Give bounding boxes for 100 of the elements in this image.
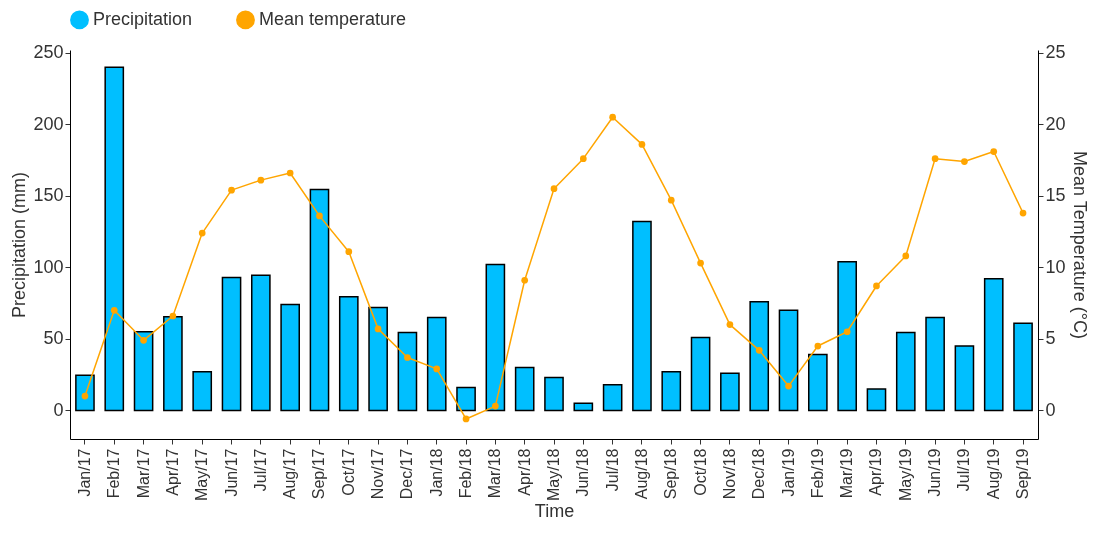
- point: [931, 155, 939, 163]
- y-tick-label: 50: [43, 328, 64, 349]
- x-tick-label: Mar/19: [838, 448, 856, 499]
- legend-label: Mean temperature: [259, 8, 407, 29]
- bar: [309, 188, 330, 412]
- bar: [221, 276, 242, 412]
- point: [961, 158, 968, 165]
- x-tick-label: Dec/18: [750, 448, 768, 500]
- bar: [163, 315, 183, 412]
- bar: [251, 274, 271, 412]
- y2-axis-title: Mean Temperature (°C): [1069, 151, 1090, 339]
- bar: [690, 336, 711, 412]
- legend-label: Precipitation: [93, 8, 193, 29]
- x-tick-label: Jan/17: [75, 448, 93, 497]
- bar: [456, 386, 476, 412]
- x-tick-label: Feb/17: [105, 448, 123, 499]
- point: [638, 141, 646, 148]
- y-tick-label: 100: [33, 256, 64, 277]
- bar: [280, 303, 300, 412]
- point: [169, 312, 177, 320]
- point: [228, 186, 235, 194]
- point: [550, 185, 558, 193]
- x-tick-label: Aug/17: [281, 448, 299, 500]
- point: [316, 212, 323, 220]
- x-tick-label: May/17: [193, 448, 211, 501]
- bar: [544, 376, 564, 412]
- x-tick-label: Jan/18: [427, 448, 445, 497]
- point: [404, 354, 411, 361]
- y2-tick-label: 25: [1045, 42, 1066, 63]
- point: [521, 276, 529, 284]
- point: [140, 336, 147, 344]
- x-tick-label: Feb/19: [808, 448, 826, 499]
- point: [433, 365, 441, 373]
- x-tick-label: Apr/18: [515, 448, 533, 496]
- y2-tick-label: 5: [1045, 328, 1056, 349]
- bar: [954, 345, 975, 412]
- bar: [895, 331, 916, 412]
- x-tick-label: Jun/18: [574, 448, 592, 497]
- x-tick-label: Dec/17: [398, 448, 416, 500]
- bar: [661, 371, 682, 412]
- x-tick-label: Sep/17: [310, 448, 328, 500]
- point: [726, 321, 734, 328]
- x-tick-label: Oct/17: [339, 448, 357, 496]
- bar: [778, 309, 799, 412]
- y-tick-label: 150: [33, 185, 64, 206]
- point: [843, 328, 851, 336]
- point: [1019, 209, 1027, 217]
- point: [609, 113, 616, 121]
- bar: [338, 295, 359, 412]
- x-tick-label: Apr/19: [867, 448, 885, 496]
- y2-tick-label: 20: [1045, 113, 1066, 134]
- point: [697, 259, 704, 267]
- y-tick-label: 0: [53, 399, 64, 420]
- bar: [485, 263, 506, 412]
- point: [257, 176, 265, 184]
- x-axis-title: Time: [534, 500, 575, 521]
- x-tick-label: Jul/19: [955, 448, 973, 492]
- bar: [632, 220, 652, 412]
- y2-tick-label: 0: [1045, 399, 1056, 420]
- x-tick-label: Mar/18: [486, 448, 504, 499]
- point: [286, 169, 294, 177]
- bar: [602, 383, 623, 412]
- x-tick-label: Jul/18: [603, 448, 621, 492]
- x-tick-label: Apr/17: [163, 448, 181, 496]
- bar: [983, 278, 1004, 412]
- x-tick-label: Mar/17: [134, 448, 152, 499]
- x-tick-label: Jul/17: [251, 448, 269, 492]
- x-tick-label: Jun/19: [926, 448, 944, 497]
- bar: [133, 330, 154, 412]
- bar: [808, 353, 828, 412]
- point: [755, 346, 763, 354]
- x-tick-label: Sep/18: [662, 448, 680, 500]
- bar: [426, 316, 447, 412]
- bar: [1013, 322, 1033, 412]
- bar: [866, 388, 887, 412]
- point: [81, 392, 89, 400]
- bar: [192, 371, 213, 412]
- point: [814, 342, 822, 350]
- x-tick-label: Jun/17: [222, 448, 240, 497]
- point: [110, 306, 118, 314]
- y2-tick-label: 10: [1045, 256, 1066, 277]
- bar: [368, 306, 388, 412]
- x-tick-label: Sep/19: [1014, 448, 1032, 500]
- point: [873, 282, 880, 290]
- bar: [720, 372, 740, 412]
- point: [492, 402, 499, 410]
- x-tick-label: Feb/18: [457, 448, 475, 499]
- bar: [573, 402, 594, 412]
- bar: [925, 316, 945, 412]
- point: [667, 196, 675, 204]
- bar: [514, 366, 535, 412]
- point: [374, 325, 382, 333]
- x-tick-label: Jan/19: [779, 448, 797, 497]
- y-tick-label: 200: [33, 113, 64, 134]
- x-tick-label: Aug/19: [984, 448, 1002, 500]
- bar: [104, 66, 125, 412]
- point: [462, 415, 470, 423]
- point: [785, 382, 792, 390]
- x-tick-label: Nov/18: [720, 448, 738, 500]
- point: [990, 148, 998, 155]
